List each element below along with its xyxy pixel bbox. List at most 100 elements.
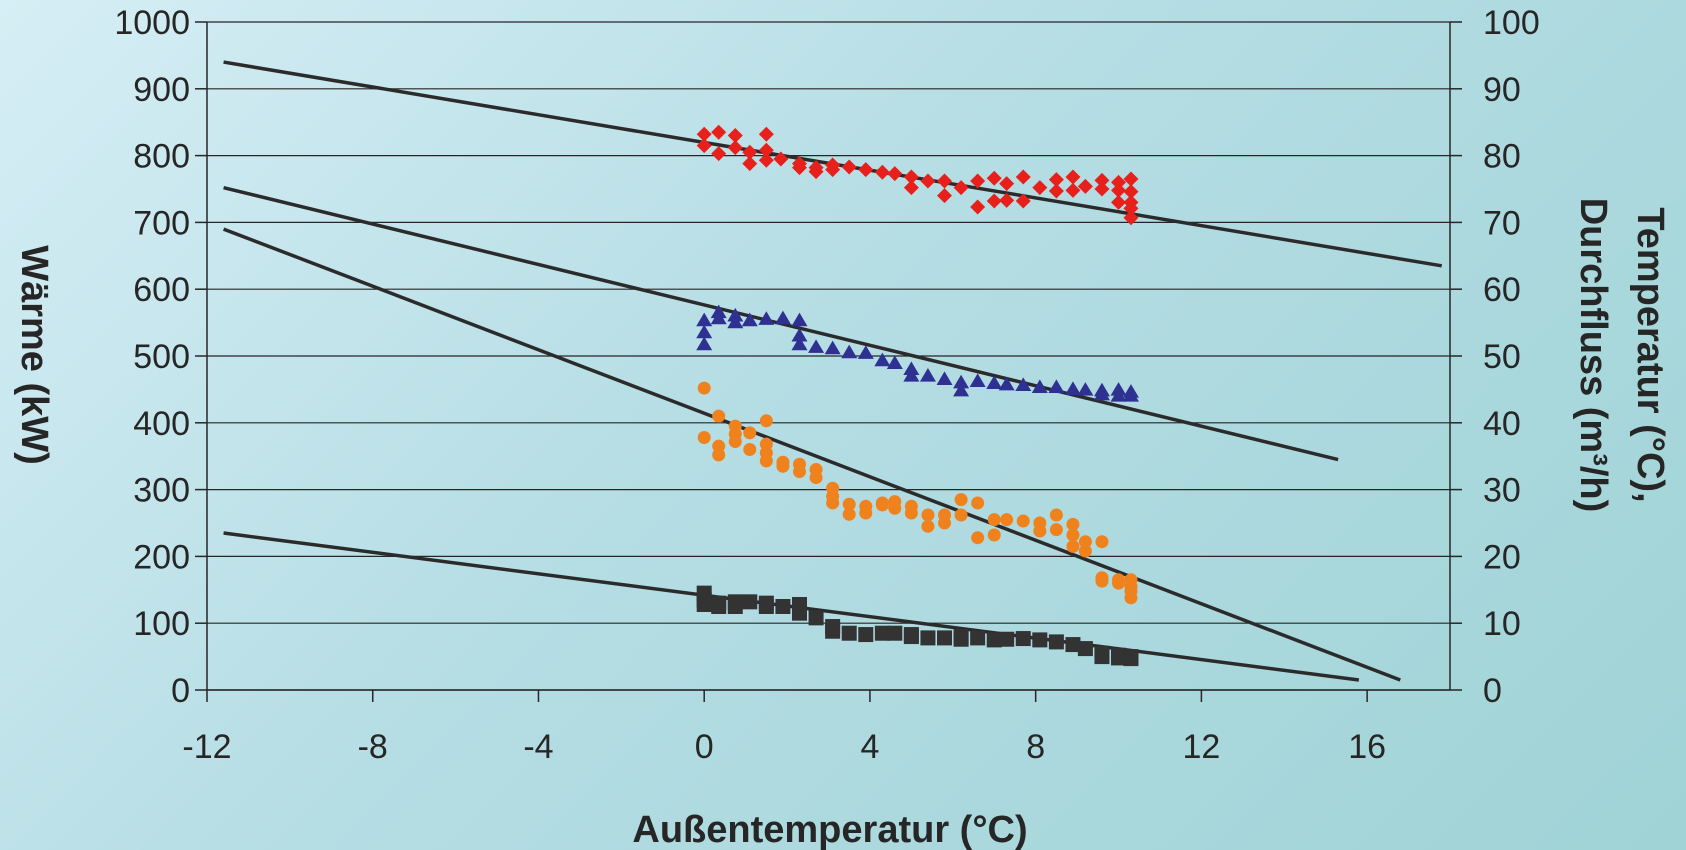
data-point-triangle bbox=[998, 376, 1015, 391]
data-point-square bbox=[808, 610, 824, 626]
data-point-square bbox=[1111, 650, 1127, 666]
data-point-triangle bbox=[969, 373, 986, 387]
data-point-triangle bbox=[919, 368, 936, 382]
data-point-square bbox=[758, 599, 774, 614]
y-right-tick-label: 0 bbox=[1483, 672, 1502, 710]
data-point-circle bbox=[1049, 508, 1063, 522]
data-point-diamond bbox=[953, 180, 969, 196]
data-point-triangle bbox=[824, 340, 841, 355]
data-point-diamond bbox=[711, 124, 727, 140]
data-point-circle bbox=[826, 496, 840, 510]
data-point-square bbox=[742, 594, 758, 610]
data-point-circle bbox=[759, 454, 773, 468]
x-tick-label: -12 bbox=[182, 728, 231, 766]
data-point-diamond bbox=[1032, 180, 1048, 196]
y-left-axis-title: Wärme (kW) bbox=[13, 245, 55, 465]
y-right-tick-label: 60 bbox=[1483, 271, 1521, 309]
y-left-tick-label: 400 bbox=[133, 405, 190, 443]
data-point-circle bbox=[954, 493, 968, 507]
trendlines bbox=[222, 60, 1443, 682]
data-point-triangle bbox=[857, 345, 874, 359]
data-point-circle bbox=[971, 531, 985, 545]
data-point-circle bbox=[1066, 539, 1080, 553]
data-point-circle bbox=[1049, 523, 1063, 537]
data-point-circle bbox=[1066, 528, 1080, 542]
data-point-diamond bbox=[1015, 193, 1031, 209]
data-point-diamond bbox=[986, 170, 1002, 186]
data-point-diamond bbox=[841, 159, 857, 175]
data-point-diamond bbox=[758, 152, 774, 168]
data-point-diamond bbox=[970, 199, 986, 215]
data-point-triangle bbox=[936, 371, 953, 385]
data-point-triangle bbox=[1048, 379, 1065, 393]
data-point-diamond bbox=[791, 160, 807, 176]
data-point-circle bbox=[987, 513, 1001, 527]
data-point-diamond bbox=[1065, 182, 1081, 198]
y-right-axis-title-line1: Temperatur (°C), bbox=[1629, 207, 1671, 502]
data-point-circle bbox=[921, 519, 935, 533]
y-left-tick-label: 700 bbox=[133, 204, 190, 242]
data-point-circle bbox=[842, 497, 856, 511]
data-point-circle bbox=[1066, 517, 1080, 531]
data-point-square bbox=[920, 630, 936, 646]
data-point-circle bbox=[1078, 544, 1092, 558]
data-point-triangle bbox=[791, 327, 808, 342]
data-point-circle bbox=[776, 459, 790, 473]
data-point-triangle bbox=[1122, 388, 1139, 402]
data-point-triangle bbox=[791, 336, 808, 351]
data-point-diamond bbox=[1094, 181, 1110, 197]
data-point-circle bbox=[875, 498, 889, 512]
x-tick-label: -4 bbox=[523, 728, 553, 766]
data-point-diamond bbox=[696, 138, 712, 154]
y-right-tick-label: 40 bbox=[1483, 405, 1521, 443]
data-point-triangle bbox=[874, 352, 891, 367]
gridlines bbox=[207, 21, 1450, 691]
y-left-tick-label: 0 bbox=[171, 672, 190, 710]
data-point-diamond bbox=[986, 193, 1002, 209]
data-point-square bbox=[953, 631, 969, 647]
y-right-tick-label: 30 bbox=[1483, 472, 1521, 510]
data-point-triangle bbox=[903, 368, 920, 382]
y-left-tick-label: 1000 bbox=[114, 4, 190, 42]
data-point-diamond bbox=[1123, 184, 1139, 200]
data-point-diamond bbox=[727, 128, 743, 144]
data-point-square bbox=[970, 630, 986, 646]
x-tick-label: -8 bbox=[358, 728, 388, 766]
data-point-triangle bbox=[1015, 377, 1032, 391]
data-point-circle bbox=[987, 528, 1001, 542]
data-point-triangle bbox=[953, 374, 970, 389]
data-point-square bbox=[711, 599, 727, 614]
x-tick-label: 4 bbox=[860, 728, 879, 766]
data-point-circle bbox=[728, 435, 742, 449]
data-point-circle bbox=[888, 501, 902, 515]
data-point-diamond bbox=[727, 140, 743, 156]
data-point-diamond bbox=[1123, 210, 1139, 226]
data-point-diamond bbox=[937, 173, 953, 189]
axes bbox=[195, 21, 1462, 702]
data-point-diamond bbox=[711, 146, 727, 162]
data-point-square bbox=[887, 625, 903, 641]
data-point-circle bbox=[921, 508, 935, 522]
data-point-circle bbox=[954, 508, 968, 522]
data-point-square bbox=[825, 623, 841, 639]
x-axis-title: Außentemperatur (°C) bbox=[632, 809, 1027, 850]
y-right-tick-label: 70 bbox=[1483, 204, 1521, 242]
data-point-circle bbox=[1124, 591, 1138, 605]
data-point-circle bbox=[1078, 535, 1092, 549]
data-point-diamond bbox=[1094, 172, 1110, 188]
data-point-triangle bbox=[696, 336, 713, 351]
data-point-diamond bbox=[1111, 194, 1127, 210]
data-point-square bbox=[903, 629, 919, 645]
data-point-circle bbox=[712, 409, 726, 423]
data-point-square bbox=[1094, 649, 1110, 665]
data-point-circle bbox=[904, 506, 918, 520]
data-point-triangle bbox=[696, 312, 713, 327]
data-point-triangle bbox=[774, 310, 791, 325]
data-point-diamond bbox=[1065, 169, 1081, 185]
data-point-square bbox=[874, 625, 890, 641]
data-point-diamond bbox=[1048, 172, 1064, 188]
data-point-circle bbox=[697, 381, 711, 395]
data-point-square bbox=[858, 627, 874, 643]
data-point-diamond bbox=[903, 169, 919, 185]
